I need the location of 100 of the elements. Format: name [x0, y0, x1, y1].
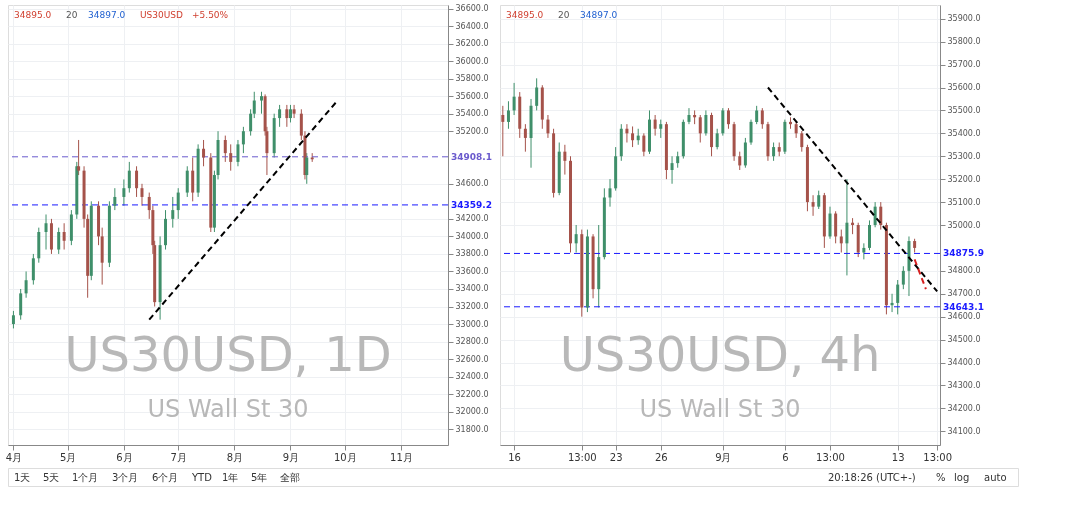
candlestick	[229, 143, 233, 172]
candlestick	[77, 139, 81, 176]
candlestick	[834, 210, 838, 244]
candlestick	[62, 222, 66, 251]
candlestick	[260, 91, 263, 115]
y-tick-label: 35800.0	[455, 74, 489, 84]
annotation: 34897.0	[88, 10, 126, 20]
candlestick	[743, 137, 747, 169]
candlestick	[31, 253, 35, 286]
candlestick	[726, 107, 730, 130]
candlestick	[140, 183, 144, 207]
candlestick	[749, 119, 753, 146]
text: 5天	[43, 472, 60, 483]
y-tick-label: 35600.0	[455, 91, 489, 101]
y-tick-label: 33200.0	[455, 302, 489, 312]
annotation: 20	[66, 10, 78, 20]
x-tick-label: 6	[782, 451, 789, 463]
y-tick-label: 36200.0	[455, 39, 489, 49]
x-tick-label: 10月	[333, 451, 357, 463]
y-tick-label: 35100.0	[947, 197, 981, 207]
candlestick	[191, 157, 195, 202]
y-tick-label: 35200.0	[947, 174, 981, 184]
candlestick	[828, 206, 832, 240]
candlestick	[202, 139, 206, 167]
candlestick	[57, 227, 61, 255]
text: 6个月	[152, 472, 179, 483]
candlestick	[185, 165, 189, 198]
x-tick-label: 16	[508, 451, 521, 463]
candlestick	[535, 77, 539, 111]
candlestick	[670, 155, 674, 185]
annotation: 34897.0	[580, 10, 618, 20]
x-tick-label: 9月	[715, 451, 732, 463]
candlestick	[523, 123, 527, 153]
x-tick-label: 13:00	[923, 451, 953, 463]
y-tick-label: 35000.0	[947, 220, 981, 230]
x-tick-label: 26	[654, 451, 668, 463]
y-tick-label: 32000.0	[455, 407, 489, 417]
text: 全部	[280, 472, 300, 483]
y-tick-label: 35300.0	[947, 151, 981, 161]
y-tick-label: 33600.0	[455, 266, 489, 276]
candlestick	[252, 91, 256, 119]
y-tick-label: 34500.0	[947, 335, 981, 345]
y-tick-label: 34300.0	[947, 380, 981, 390]
candlestick	[292, 104, 296, 119]
y-tick-label: 32200.0	[455, 389, 489, 399]
y-tick-label: 33000.0	[455, 319, 489, 329]
candlestick	[236, 139, 240, 167]
text: 5年	[251, 472, 268, 483]
candlestick	[800, 130, 804, 153]
candlestick	[24, 270, 28, 299]
candlestick	[873, 201, 877, 228]
y-tick-label: 34600.0	[455, 179, 489, 189]
y-tick-label: 33400.0	[455, 284, 489, 294]
candlestick	[772, 142, 776, 162]
y-tick-label: 35400.0	[455, 109, 489, 119]
y-tick-label: 34200.0	[455, 214, 489, 224]
y-tick-label: 35700.0	[947, 60, 981, 70]
y-tick-label: 34400.0	[947, 358, 981, 367]
candlestick	[845, 178, 849, 276]
y-tick-label: 36400.0	[455, 21, 489, 31]
x-tick-label: 23	[609, 451, 623, 463]
x-tick-label: 4月	[5, 451, 23, 463]
candlestick	[546, 114, 550, 139]
candlestick	[501, 105, 505, 157]
candlestick	[608, 178, 612, 208]
y-tick-label: 35600.0	[947, 83, 981, 92]
y-tick-label: 36600.0	[455, 4, 489, 14]
x-tick-label: 13:00	[816, 451, 845, 463]
candlestick	[704, 109, 708, 137]
y-tick-label: 31800.0	[455, 424, 489, 434]
x-tick-label: 8月	[226, 451, 244, 463]
text: US Wall St 30	[147, 394, 309, 423]
candlestick	[305, 152, 309, 185]
candlestick	[113, 187, 117, 211]
candlestick	[642, 132, 646, 157]
candlestick	[512, 82, 516, 116]
candlestick	[839, 229, 843, 253]
candlestick	[631, 125, 635, 148]
candlestick	[687, 107, 691, 125]
candlestick	[223, 135, 227, 163]
annotation: +5.50%	[192, 10, 229, 20]
candlestick	[44, 213, 48, 251]
text: 20:18:26 (UTC+-)	[828, 472, 916, 483]
candlestick	[817, 190, 821, 210]
candlestick	[506, 100, 510, 130]
text: YTD	[191, 472, 213, 483]
y-tick-label: 35800.0	[947, 37, 981, 47]
annotation: 20	[558, 10, 570, 20]
candlestick	[574, 224, 578, 253]
candlestick	[659, 119, 663, 139]
candlestick	[760, 107, 764, 130]
candlestick	[176, 187, 180, 220]
y-tick-label: 32600.0	[455, 354, 489, 364]
y-tick-label: 33800.0	[455, 249, 489, 259]
candlestick	[563, 144, 567, 176]
candlestick	[715, 128, 719, 150]
x-tick-label: 7月	[170, 451, 187, 463]
y-tick-label: 32800.0	[455, 337, 489, 347]
y-tick-label: 34800.0	[947, 266, 981, 276]
ref-line-label: 34643.1	[943, 301, 984, 312]
